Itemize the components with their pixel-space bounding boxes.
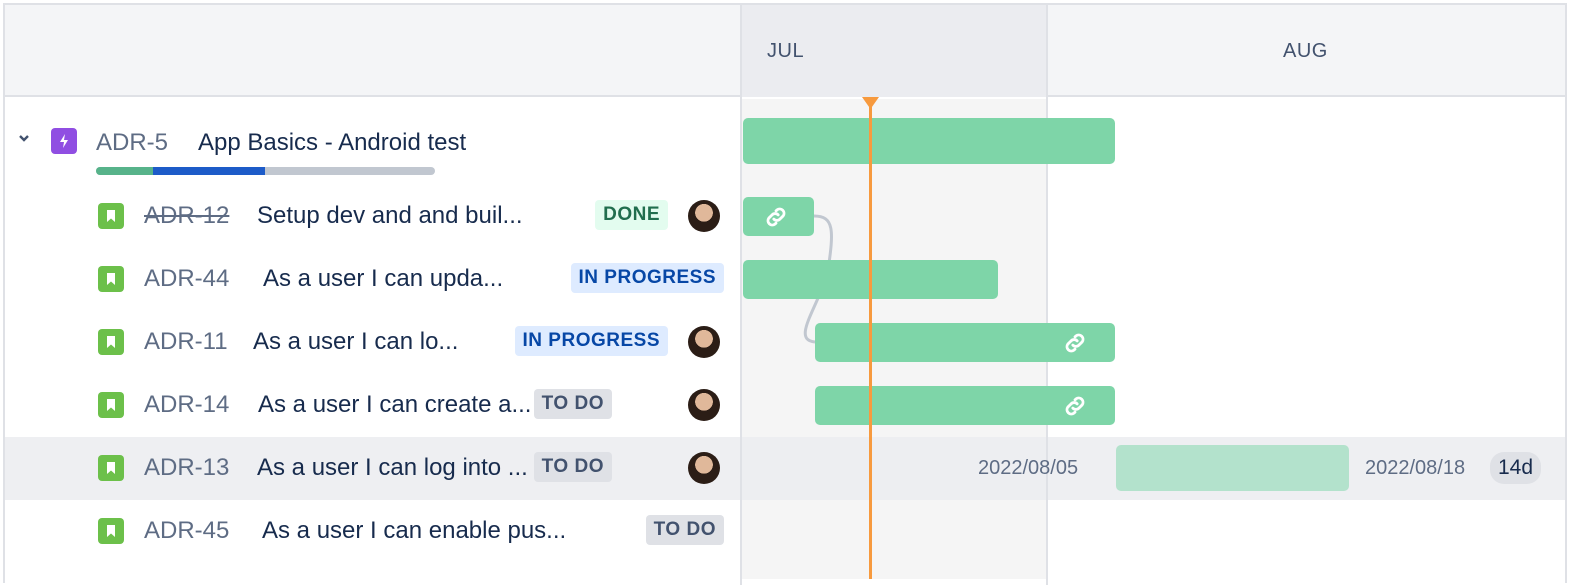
issue-key[interactable]: ADR-44 xyxy=(144,265,230,292)
status-badge[interactable]: DONE xyxy=(595,200,668,230)
epic-bar[interactable] xyxy=(743,118,1115,164)
progress-done xyxy=(96,167,153,175)
story-icon xyxy=(98,518,124,544)
status-badge[interactable]: TO DO xyxy=(533,389,612,419)
month-label: AUG xyxy=(1283,40,1328,62)
status-badge[interactable]: TO DO xyxy=(533,452,612,482)
bar-ADR-11[interactable] xyxy=(815,323,1115,362)
avatar[interactable] xyxy=(688,389,720,421)
issue-summary[interactable]: As a user I can upda... xyxy=(263,265,504,292)
status-badge[interactable]: IN PROGRESS xyxy=(514,326,668,356)
story-icon xyxy=(98,392,124,418)
epic-progress-bar xyxy=(96,167,435,175)
story-icon xyxy=(98,455,124,481)
panel-divider[interactable] xyxy=(740,5,742,585)
issue-summary[interactable]: As a user I can lo... xyxy=(253,328,459,355)
epic-summary[interactable]: App Basics - Android test xyxy=(198,129,467,156)
epic-icon xyxy=(51,128,77,154)
frame xyxy=(3,3,1567,583)
issue-key[interactable]: ADR-11 xyxy=(144,328,228,355)
avatar[interactable] xyxy=(688,452,720,484)
story-icon xyxy=(98,203,124,229)
story-icon xyxy=(98,266,124,292)
end-date: 2022/08/18 xyxy=(1365,457,1466,479)
issue-key[interactable]: ADR-45 xyxy=(144,517,230,544)
duration-badge: 14d xyxy=(1490,452,1542,484)
link-icon[interactable] xyxy=(1062,330,1088,356)
month-label: JUL xyxy=(767,40,805,62)
month-header-jul xyxy=(742,5,1047,97)
issue-key[interactable]: ADR-13 xyxy=(144,454,230,481)
chevron-down-icon[interactable] xyxy=(18,132,30,144)
bar-ADR-13[interactable] xyxy=(1116,445,1349,491)
issue-key[interactable]: ADR-12 xyxy=(144,202,230,229)
avatar[interactable] xyxy=(688,200,720,232)
epic-key[interactable]: ADR-5 xyxy=(96,129,169,156)
progress-in-progress xyxy=(153,167,265,175)
start-date: 2022/08/05 xyxy=(978,457,1079,479)
bar-ADR-12[interactable] xyxy=(743,197,814,236)
link-icon[interactable] xyxy=(763,204,789,230)
month-divider xyxy=(1046,5,1048,585)
today-line xyxy=(869,99,872,579)
issue-key[interactable]: ADR-14 xyxy=(144,391,230,418)
bar-ADR-14[interactable] xyxy=(815,386,1115,425)
story-icon xyxy=(98,329,124,355)
issue-summary[interactable]: As a user I can log into ... xyxy=(257,454,528,481)
today-marker-icon xyxy=(862,97,879,109)
issue-summary[interactable]: Setup dev and and buil... xyxy=(257,202,523,229)
avatar[interactable] xyxy=(688,326,720,358)
issue-summary[interactable]: As a user I can enable pus... xyxy=(262,517,567,544)
link-icon[interactable] xyxy=(1062,393,1088,419)
issue-summary[interactable]: As a user I can create a... xyxy=(258,391,532,418)
status-badge[interactable]: IN PROGRESS xyxy=(570,263,724,293)
status-badge[interactable]: TO DO xyxy=(645,515,724,545)
